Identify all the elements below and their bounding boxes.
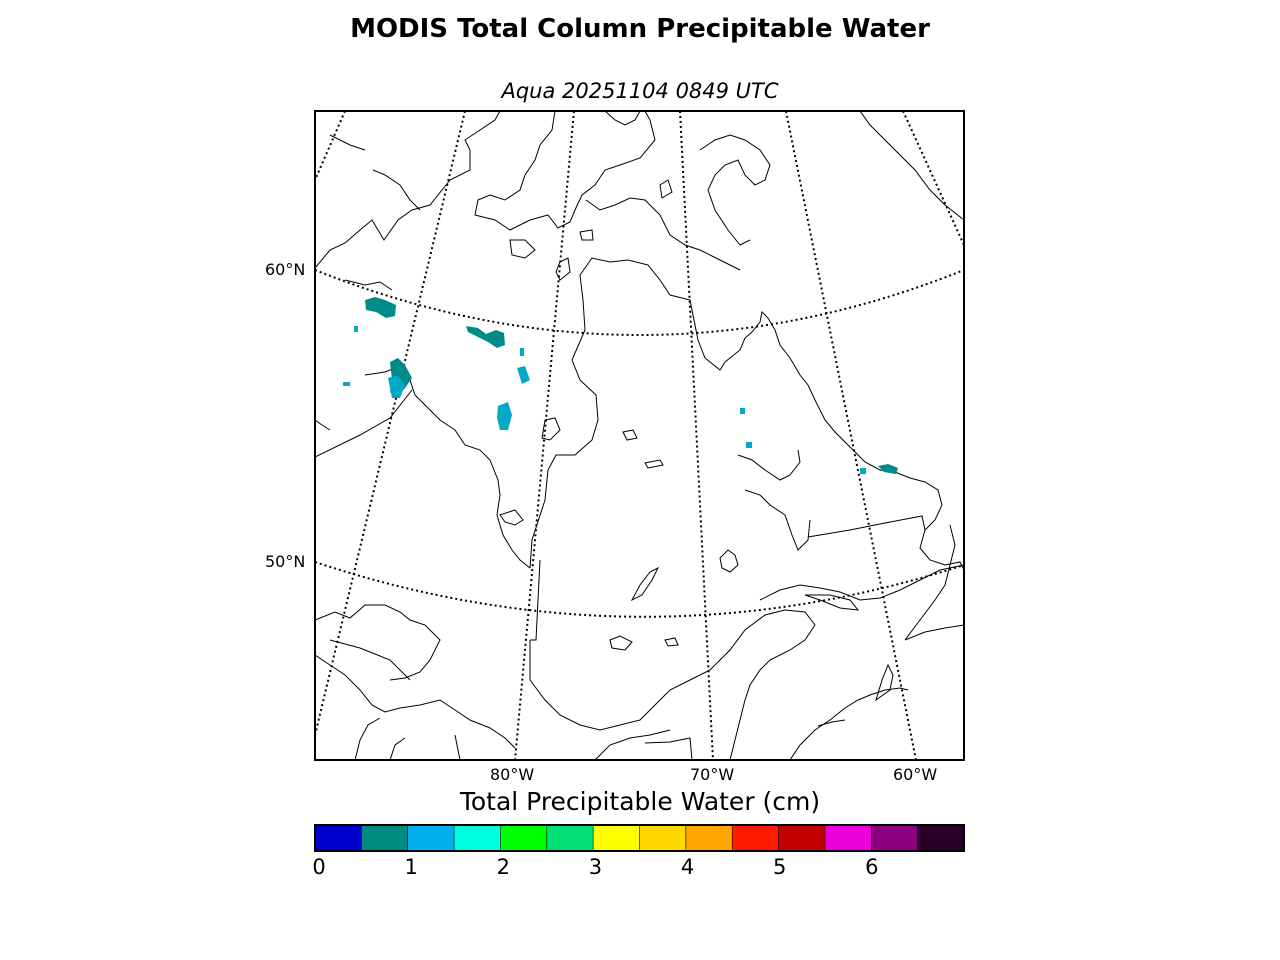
lon-line-90w [315, 111, 346, 181]
colorbar-tick-label: 1 [404, 855, 418, 879]
lon-label-80w: 80°W [490, 765, 535, 784]
map-subtitle: Aqua 20251104 0849 UTC [501, 79, 779, 103]
lon-line-65w [785, 111, 917, 760]
colorbar-segment [454, 825, 501, 851]
coastlines [315, 111, 964, 760]
map-title: MODIS Total Column Precipitable Water [350, 14, 930, 44]
colorbar-segment [315, 825, 362, 851]
lon-label-70w: 70°W [690, 765, 735, 784]
lat-label-50n: 50°N [265, 552, 306, 571]
lon-line-80w [514, 111, 575, 760]
colorbar-segment [732, 825, 780, 851]
colorbar-segment [546, 825, 594, 851]
map-frame [314, 110, 965, 761]
colorbar-tick-label: 6 [865, 855, 879, 879]
precip-water-patch [740, 408, 745, 414]
graticule [315, 111, 964, 760]
colorbar-tick-label: 0 [312, 855, 326, 879]
colorbar-segment [778, 825, 826, 851]
colorbar-title: Total Precipitable Water (cm) [459, 787, 821, 816]
precip-water-patch [746, 442, 752, 448]
colorbar-segment [824, 825, 872, 851]
precip-water-patch [388, 375, 405, 398]
colorbar-segment [871, 825, 919, 851]
colorbar-segment [361, 825, 409, 851]
colorbar-tick-label: 4 [680, 855, 695, 879]
precip-water-patch [517, 366, 530, 384]
map-area [315, 111, 964, 760]
lat-line-50 [315, 561, 964, 618]
lon-line-85w [315, 111, 466, 736]
colorbar-frame [314, 824, 965, 852]
lat-label-60n: 60°N [265, 260, 306, 279]
lon-label-60w: 60°W [893, 765, 938, 784]
colorbar-segment [639, 825, 687, 851]
precip-water-patch [343, 382, 350, 386]
precip-water-patch [354, 326, 358, 332]
lon-line-60w [902, 111, 964, 246]
colorbar-segment [685, 825, 733, 851]
precip-water-patch [860, 468, 866, 474]
precip-water-patches [343, 297, 898, 474]
precip-water-patch [878, 464, 898, 474]
colorbar-tick-label: 5 [773, 855, 787, 879]
colorbar-segment [500, 825, 548, 851]
colorbar-segment [917, 825, 965, 851]
lat-line-60 [315, 269, 964, 336]
colorbar-tick-label: 3 [588, 855, 603, 879]
precip-water-patch [520, 348, 524, 356]
precip-water-patch [497, 402, 512, 430]
precip-water-patch [466, 326, 505, 348]
colorbar-segment [593, 825, 640, 851]
precip-water-patch [365, 297, 396, 318]
colorbar [315, 825, 965, 851]
lon-line-70w [679, 111, 714, 760]
colorbar-tick-label: 2 [496, 855, 510, 879]
colorbar-segment [407, 825, 455, 851]
